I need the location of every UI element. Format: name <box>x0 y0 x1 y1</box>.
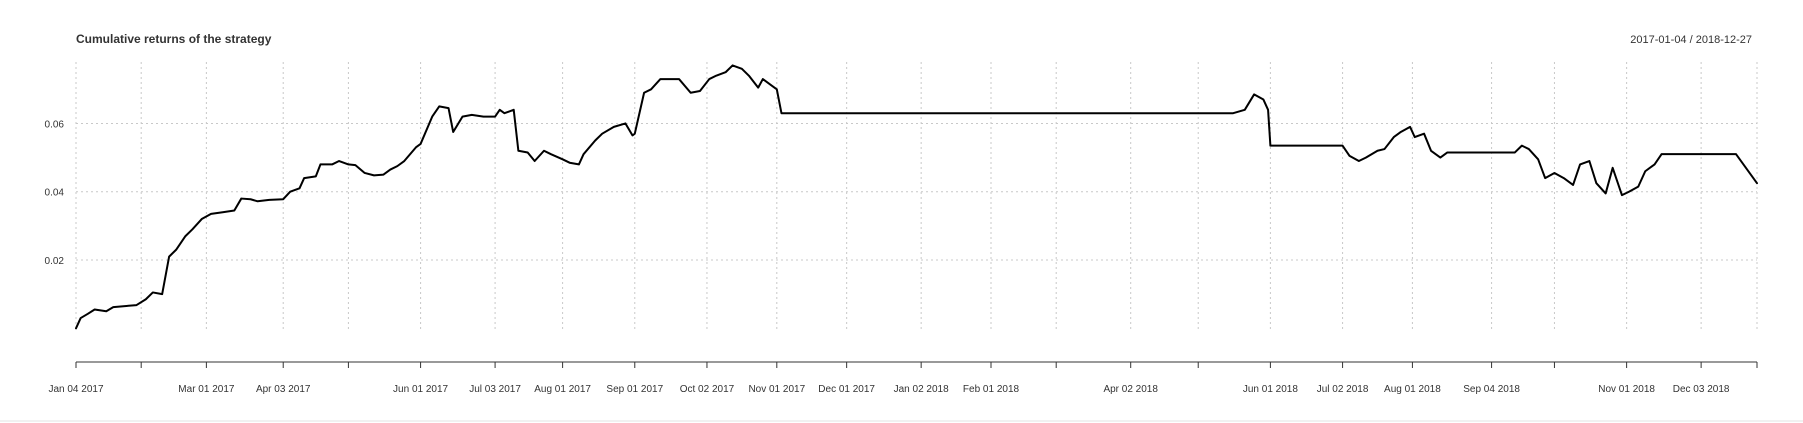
x-tick-label: Jan 02 2018 <box>894 384 949 395</box>
axes <box>75 361 1758 368</box>
x-tick-label: Sep 01 2017 <box>606 384 663 395</box>
x-tick-label: Nov 01 2018 <box>1598 384 1655 395</box>
chart-title: Cumulative returns of the strategy <box>76 32 272 46</box>
tick-labels: Jan 04 2017 Mar 01 2017 Apr 03 2017 Jun 01 … <box>45 119 1730 395</box>
x-tick-label: Apr 03 2017 <box>256 384 311 395</box>
x-tick-label: Jan 04 2017 <box>48 384 103 395</box>
series-layer <box>75 64 1758 330</box>
x-tick-label: Jun 01 2018 <box>1243 384 1298 395</box>
x-tick-label: Apr 02 2018 <box>1103 384 1158 395</box>
x-tick-label: Sep 04 2018 <box>1463 384 1520 395</box>
y-tick-label: 0.02 <box>45 256 65 267</box>
x-tick-label: Jun 01 2017 <box>393 384 448 395</box>
x-tick-label: Dec 01 2017 <box>818 384 875 395</box>
x-tick-label: Nov 01 2017 <box>748 384 805 395</box>
x-tick-label: Jul 03 2017 <box>469 384 521 395</box>
x-tick-label: Aug 01 2018 <box>1384 384 1441 395</box>
y-tick-label: 0.04 <box>45 188 65 199</box>
x-tick-label: Jul 02 2018 <box>1317 384 1369 395</box>
x-tick-label: Dec 03 2018 <box>1673 384 1730 395</box>
x-tick-label: Feb 01 2018 <box>963 384 1020 395</box>
grid-lines <box>75 62 1758 330</box>
series-line <box>75 64 1758 330</box>
x-tick-label: Mar 01 2017 <box>178 384 235 395</box>
date-range-label: 2017-01-04 / 2018-12-27 <box>1630 34 1752 46</box>
y-tick-label: 0.06 <box>45 119 65 130</box>
x-tick-label: Oct 02 2017 <box>680 384 735 395</box>
x-tick-label: Aug 01 2017 <box>534 384 591 395</box>
